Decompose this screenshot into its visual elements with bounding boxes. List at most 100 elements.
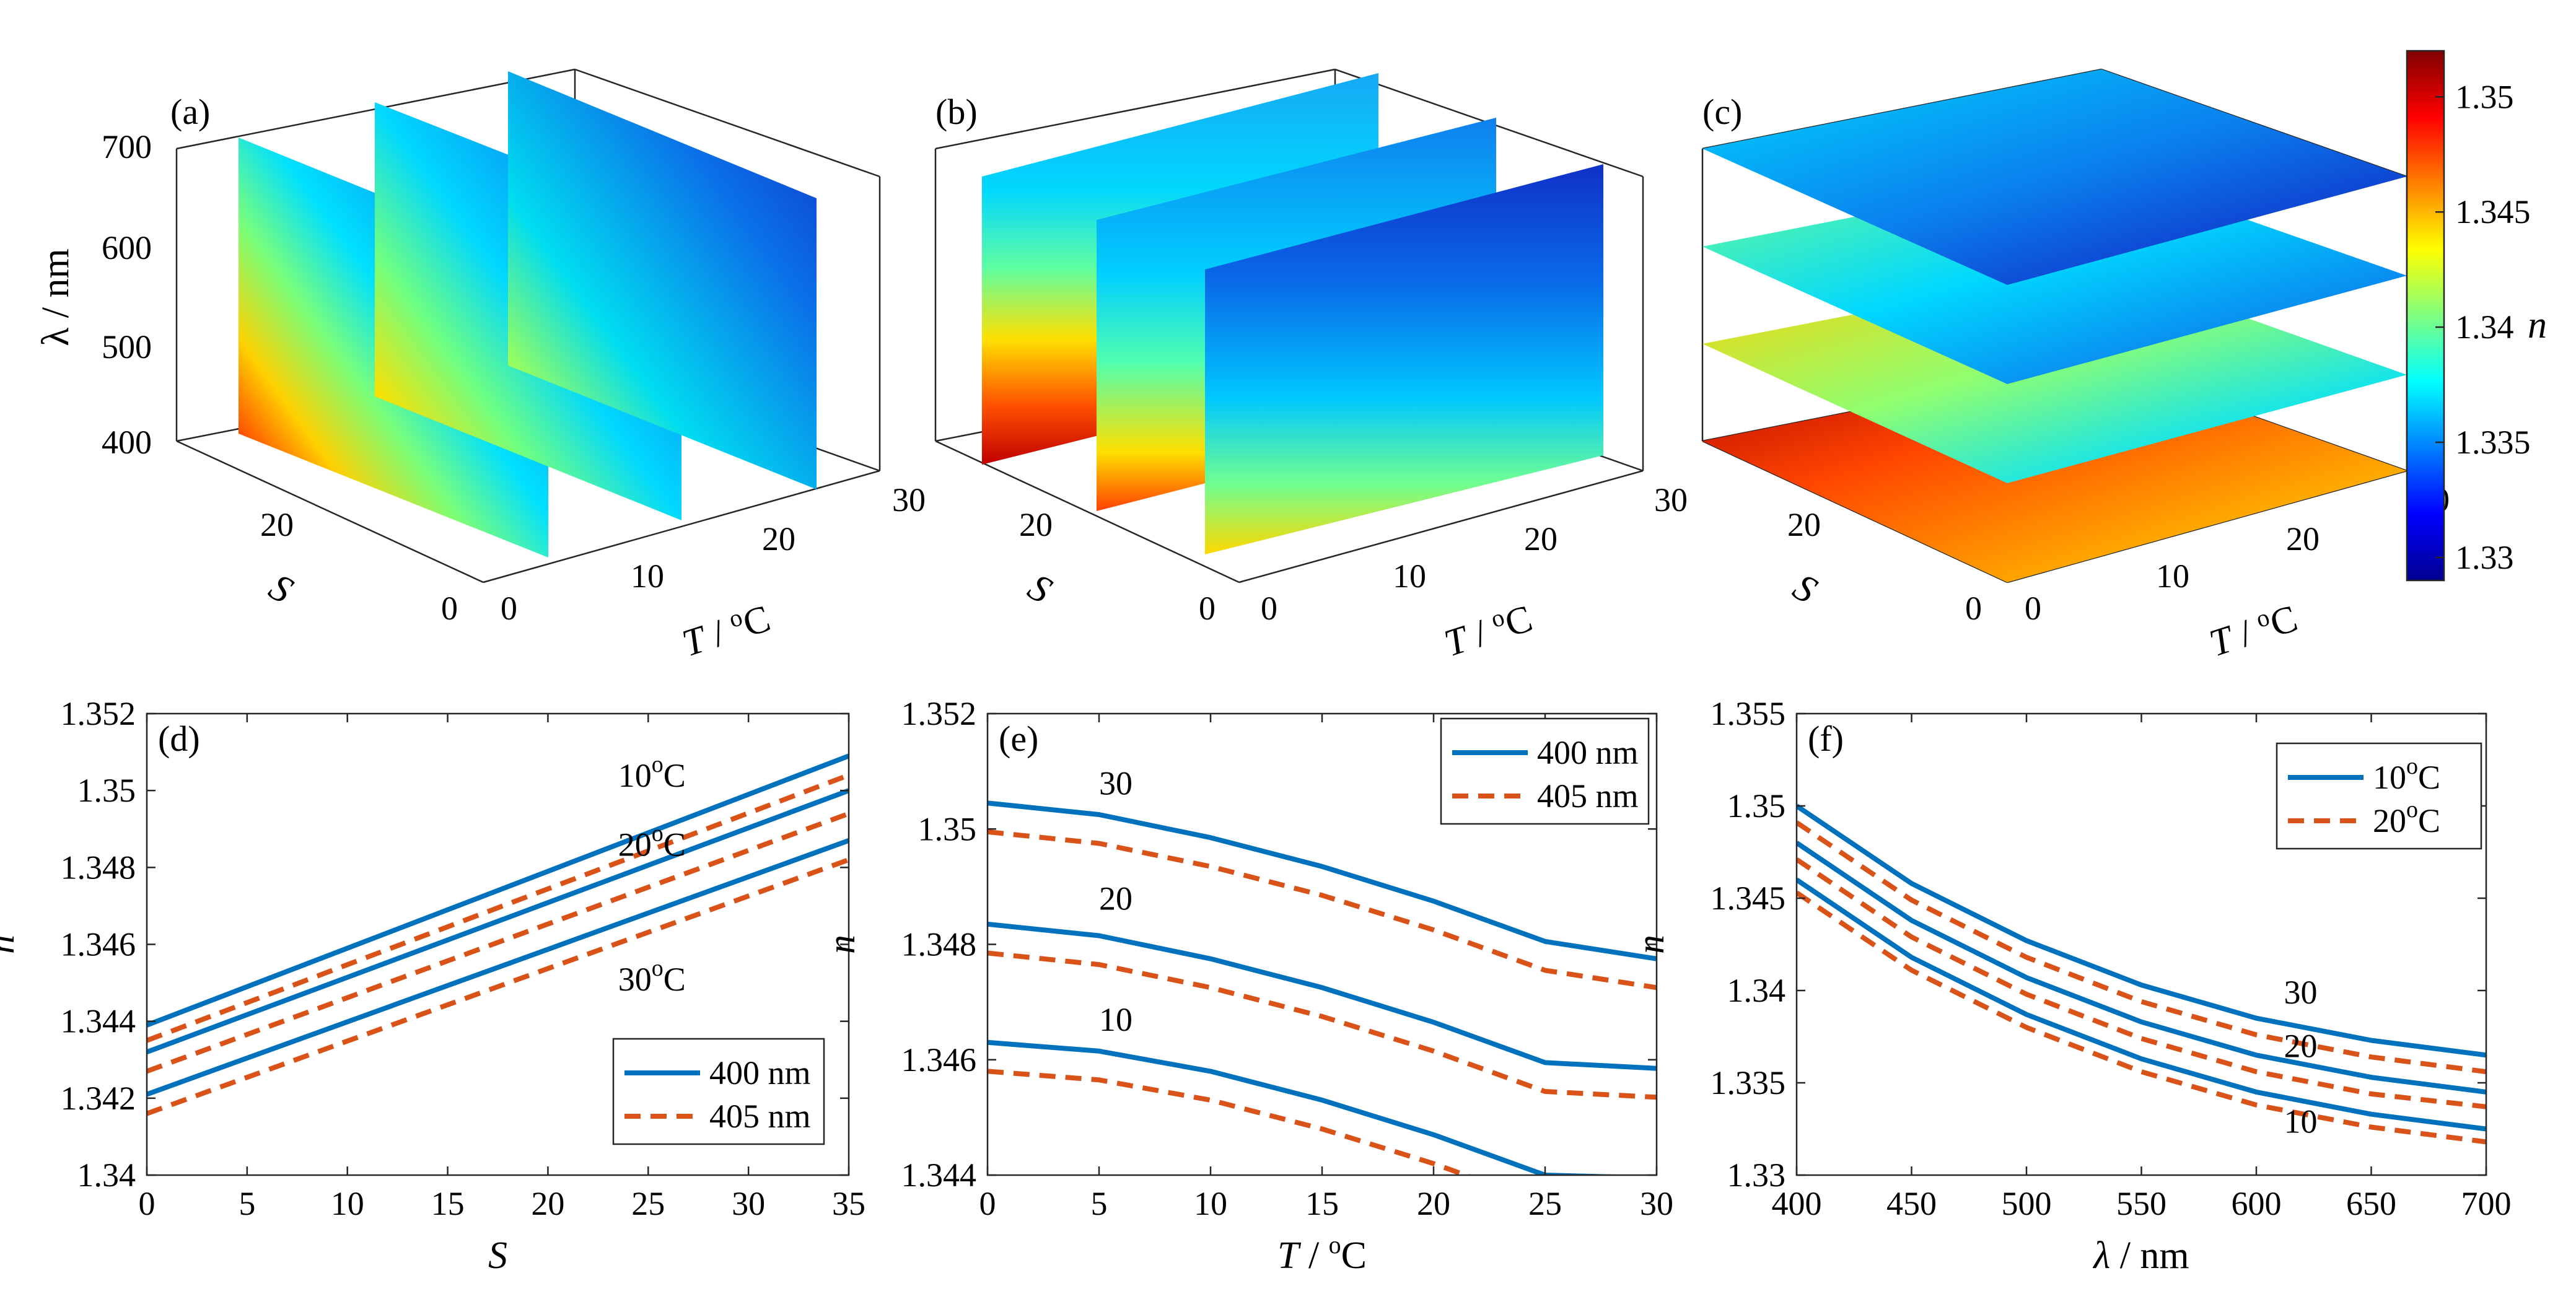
- y-tick-label: 1.346: [61, 926, 136, 963]
- y-tick-label: 1.342: [61, 1080, 136, 1117]
- x-tick-label: 0: [979, 1185, 996, 1222]
- panel-b-3d-slices: (b) 20 0 S 0 10 20 30 T / oC: [934, 68, 1688, 665]
- a-xtick-20: 20: [762, 520, 795, 558]
- colorbar-tick-label: 1.35: [2455, 78, 2514, 115]
- x-tick-label: 15: [431, 1185, 465, 1222]
- colorbar-tick-label: 1.345: [2455, 193, 2531, 230]
- y-tick-label: 1.34: [77, 1157, 136, 1194]
- y-tick-label: 1.35: [918, 810, 977, 847]
- x-tick-label: 700: [2461, 1185, 2512, 1222]
- colorbar-tick-label: 1.335: [2455, 424, 2531, 461]
- c-ylabel: S: [1786, 566, 1824, 611]
- colorbar-tick-label: 1.34: [2455, 308, 2514, 346]
- x-tick-label: 25: [631, 1185, 665, 1222]
- a-ytick-0: 0: [441, 590, 458, 627]
- y-tick-label: 1.345: [1711, 880, 1786, 917]
- curve-annotation: 20oC: [618, 821, 686, 864]
- legend-box: [612, 1038, 825, 1145]
- x-tick-label: 0: [139, 1185, 156, 1222]
- a-ztick-400: 400: [102, 424, 152, 461]
- series-group: [1797, 803, 2486, 1145]
- b-ytick-20: 20: [1019, 506, 1053, 543]
- series-group: [147, 753, 849, 1116]
- series-line: [1797, 841, 2486, 1095]
- a-zlabel: λ / nm: [35, 248, 77, 346]
- legend-label: 400 nm: [1537, 734, 1639, 771]
- b-xtick-0: 0: [1261, 590, 1277, 627]
- series-line: [1797, 857, 2486, 1109]
- panel-label-c: (c): [1702, 92, 1742, 132]
- a-ztick-600: 600: [102, 229, 152, 266]
- series-line: [988, 1069, 1473, 1175]
- y-axis-label: n: [0, 935, 22, 954]
- series-line: [988, 921, 1657, 1071]
- y-tick-label: 1.35: [1727, 787, 1786, 824]
- legend: 400 nm 405 nm: [612, 1038, 825, 1145]
- y-tick-label: 1.355: [1711, 695, 1786, 732]
- panel-label-b: (b): [935, 92, 978, 132]
- x-tick-label: 5: [239, 1185, 255, 1222]
- legend-label: 10oC: [2373, 753, 2440, 796]
- legend: 400 nm 405 nm: [1440, 717, 1650, 825]
- a-ytick-20: 20: [260, 506, 294, 543]
- legend-label: 405 nm: [1537, 777, 1639, 815]
- x-tick-label: 30: [1640, 1185, 1673, 1222]
- colorbar-gradient: [2406, 50, 2445, 582]
- panel-label-e: (e): [999, 719, 1038, 759]
- a-xtick-10: 10: [631, 558, 664, 595]
- series-line: [1797, 877, 2486, 1132]
- y-tick-label: 1.346: [901, 1041, 977, 1078]
- legend-label: 400 nm: [709, 1054, 811, 1091]
- x-tick-label: 500: [2002, 1185, 2052, 1222]
- a-xtick-0: 0: [501, 590, 517, 627]
- colorbar: n 1.33 1.335 1.34 1.345 1.35: [2406, 50, 2547, 582]
- b-xtick-30: 30: [1654, 481, 1688, 518]
- series-line: [147, 788, 849, 1055]
- colorbar-label: n: [2528, 304, 2547, 346]
- c-xtick-0: 0: [2025, 590, 2041, 627]
- b-xtick-10: 10: [1393, 558, 1426, 595]
- series-line: [1797, 820, 2486, 1075]
- curve-annotation: 10oC: [618, 751, 686, 794]
- y-tick-label: 1.35: [77, 772, 136, 809]
- x-axis-label: T / oC: [1277, 1231, 1367, 1277]
- panel-label-d: (d): [158, 719, 200, 759]
- y-tick-label: 1.344: [901, 1157, 977, 1194]
- x-tick-label: 400: [1772, 1185, 1822, 1222]
- x-axis-label: S: [488, 1235, 507, 1277]
- legend-label: 405 nm: [709, 1098, 811, 1135]
- series-line: [1797, 890, 2486, 1145]
- x-tick-label: 10: [331, 1185, 364, 1222]
- x-tick-label: 5: [1091, 1185, 1108, 1222]
- series-line: [147, 753, 849, 1028]
- series-line: [147, 838, 849, 1097]
- c-ytick-20: 20: [1787, 506, 1821, 543]
- slice-b-3: [1205, 164, 1603, 554]
- c-xlabel: T / oC: [2204, 595, 2302, 665]
- y-tick-label: 1.34: [1727, 972, 1786, 1009]
- y-tick-label: 1.344: [61, 1003, 136, 1040]
- b-ytick-0: 0: [1199, 590, 1216, 627]
- colorbar-tick-label: 1.33: [2455, 539, 2514, 576]
- series-line: [988, 1039, 1641, 1175]
- series-line: [147, 772, 849, 1043]
- legend-box: [2276, 742, 2482, 850]
- panel-d-chart: 0 5 10 15 20 25 30 35 1.34 1.342 1.344 1.346 1.348 1.…: [0, 695, 865, 1277]
- a-ylabel: S: [262, 566, 300, 611]
- x-axis-label: λ / nm: [2092, 1235, 2189, 1277]
- y-tick-label: 1.33: [1727, 1157, 1786, 1194]
- panel-label-f: (f): [1808, 719, 1844, 759]
- y-tick-label: 1.348: [901, 926, 977, 963]
- a-ztick-700: 700: [102, 128, 152, 165]
- legend-label: 20oC: [2373, 797, 2440, 839]
- b-xlabel: T / oC: [1439, 595, 1537, 665]
- c-xtick-10: 10: [2156, 558, 2189, 595]
- panel-e-chart: 0 5 10 15 20 25 30 1.344 1.346 1.348 1.35 1.352 T / …: [821, 695, 1673, 1277]
- series-line: [988, 829, 1657, 991]
- y-axis-label: n: [1630, 935, 1672, 954]
- series-group: [988, 800, 1657, 1175]
- y-axis-label: n: [821, 935, 863, 954]
- x-tick-label: 650: [2346, 1185, 2396, 1222]
- slice-c-700: [1702, 69, 2407, 285]
- x-tick-label: 20: [1417, 1185, 1450, 1222]
